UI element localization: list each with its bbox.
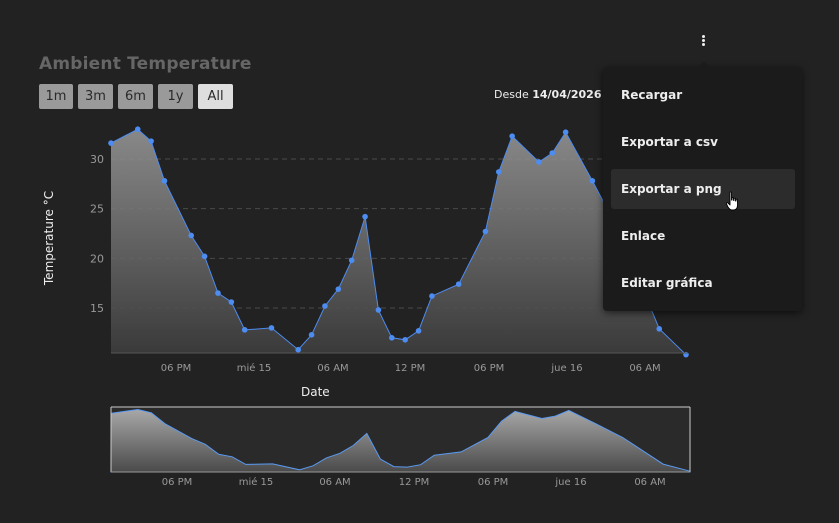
data-point[interactable]	[362, 213, 368, 220]
data-point[interactable]	[188, 232, 195, 239]
x-tick-label: 06 PM	[474, 363, 505, 374]
data-point[interactable]	[455, 281, 462, 287]
x-tick-label: 12 PM	[395, 363, 426, 374]
data-point[interactable]	[201, 253, 208, 260]
range-1y-button[interactable]: 1y	[158, 84, 193, 109]
data-point[interactable]	[268, 325, 275, 331]
x-axis-label: Date	[301, 385, 330, 399]
navigator-tick-label: 06 PM	[162, 477, 193, 488]
x-tick-label: mié 15	[237, 362, 272, 374]
range-all-button[interactable]: All	[198, 84, 233, 109]
hand-pointer-cursor-icon	[726, 191, 738, 211]
data-point[interactable]	[308, 332, 315, 338]
y-tick-label: 20	[90, 252, 104, 265]
data-point[interactable]	[148, 138, 154, 144]
data-point[interactable]	[549, 150, 556, 156]
data-point[interactable]	[322, 303, 328, 309]
navigator-tick-label: 06 PM	[478, 477, 509, 488]
export-menu: Recargar Exportar a csv Exportar a png E…	[603, 61, 802, 311]
navigator-x-ticks: 06 PM mié 15 06 AM 12 PM 06 PM jue 16 06 AM	[162, 476, 666, 488]
more-vertical-icon[interactable]	[697, 34, 709, 52]
data-point[interactable]	[536, 159, 542, 165]
data-point[interactable]	[429, 293, 435, 299]
date-range-prefix: Desde	[494, 88, 529, 101]
navigator-tick-label: 06 AM	[319, 477, 350, 488]
y-tick-label: 30	[90, 153, 104, 166]
data-point[interactable]	[495, 169, 502, 175]
navigator-tick-label: jue 16	[554, 477, 586, 488]
data-point[interactable]	[335, 286, 342, 292]
y-axis-ticks: 15 20 25 30	[90, 153, 104, 315]
menu-item-link[interactable]: Enlace	[621, 229, 666, 243]
data-point[interactable]	[161, 178, 168, 184]
navigator-tick-label: mié 15	[239, 476, 274, 488]
data-point[interactable]	[562, 129, 569, 135]
data-point[interactable]	[241, 327, 248, 333]
menu-item-export-png[interactable]: Exportar a png	[611, 169, 795, 209]
navigator-tick-label: 06 AM	[634, 477, 665, 488]
y-axis-label: Temperature °C	[42, 190, 56, 286]
series-points	[108, 126, 689, 358]
data-point[interactable]	[402, 336, 408, 343]
x-axis-ticks: 06 PM mié 15 06 AM 12 PM 06 PM jue 16 06 AM	[161, 362, 661, 374]
x-tick-label: 06 AM	[629, 363, 660, 374]
data-point[interactable]	[228, 299, 235, 305]
data-point[interactable]	[656, 326, 663, 332]
data-point[interactable]	[509, 133, 515, 139]
data-point[interactable]	[108, 140, 114, 146]
menu-item-edit-chart[interactable]: Editar gráfica	[621, 276, 713, 290]
range-3m-button[interactable]: 3m	[78, 84, 113, 109]
y-tick-label: 25	[90, 203, 104, 216]
menu-item-reload[interactable]: Recargar	[621, 88, 683, 102]
range-1m-button[interactable]: 1m	[39, 84, 73, 109]
range-selector: 1m 3m 6m 1y All	[39, 84, 233, 109]
x-tick-label: 06 AM	[317, 363, 348, 374]
y-tick-label: 15	[90, 302, 104, 315]
x-tick-label: 06 PM	[161, 363, 192, 374]
data-point[interactable]	[389, 335, 395, 341]
chart-title: Ambient Temperature	[39, 54, 252, 74]
data-point[interactable]	[295, 346, 302, 353]
date-range-from: 14/04/2026	[532, 88, 602, 101]
range-6m-button[interactable]: 6m	[118, 84, 153, 109]
data-point[interactable]	[215, 290, 221, 296]
data-point[interactable]	[589, 178, 596, 184]
navigator-area[interactable]	[110, 408, 691, 473]
series-area	[111, 129, 686, 355]
data-point[interactable]	[348, 257, 355, 264]
data-point[interactable]	[482, 228, 489, 235]
menu-item-export-csv[interactable]: Exportar a csv	[621, 135, 718, 149]
data-point[interactable]	[134, 126, 141, 132]
data-point[interactable]	[375, 307, 382, 313]
navigator-tick-label: 12 PM	[399, 477, 430, 488]
x-tick-label: jue 16	[550, 363, 582, 374]
data-point[interactable]	[415, 328, 422, 334]
